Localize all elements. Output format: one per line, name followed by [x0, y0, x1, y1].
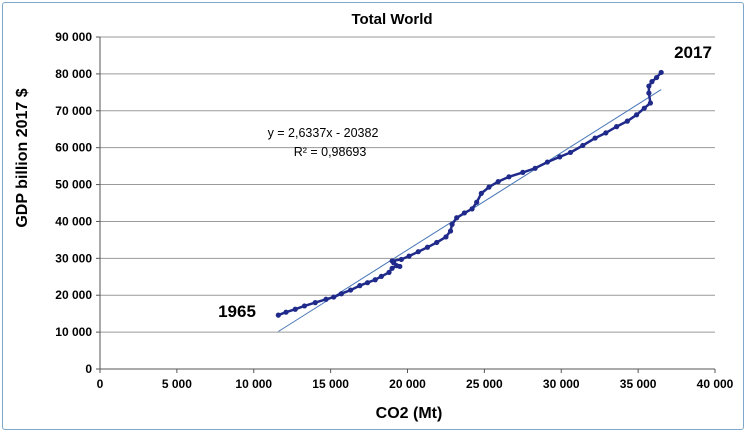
data-point: [389, 258, 395, 264]
chart-title: Total World: [351, 11, 432, 28]
data-point: [646, 90, 652, 96]
y-tick-label: 20 000: [55, 288, 92, 302]
x-axis-label: CO2 (Mt): [376, 405, 443, 422]
data-point: [312, 300, 318, 306]
data-point: [292, 306, 298, 312]
data-point: [580, 142, 586, 149]
data-point: [301, 303, 308, 309]
data-point: [378, 273, 384, 280]
y-tick-label: 10 000: [55, 325, 92, 339]
data-point: [331, 294, 337, 300]
y-tick-label: 40 000: [55, 214, 92, 228]
data-point: [454, 215, 460, 221]
data-point: [357, 283, 363, 289]
x-tick-label: 35 000: [620, 377, 657, 391]
series-line: [277, 71, 663, 317]
x-tick-label: 25 000: [466, 377, 503, 391]
data-point: [647, 100, 654, 106]
y-tick-label: 0: [85, 362, 92, 376]
x-tick-label: 30 000: [543, 377, 580, 391]
data-point: [624, 118, 630, 124]
x-tick-labels: 0 5 000 10 000 15 000 20 000 25 000 30 000 35 0…: [97, 377, 734, 391]
data-point: [372, 277, 378, 283]
data-point: [415, 249, 421, 255]
y-tick-labels: 0 10 000 20 000 30 000 40 000 50 000 60 000 70 …: [55, 30, 92, 376]
y-tick-label: 60 000: [55, 141, 92, 155]
gridlines: [100, 36, 715, 333]
data-point: [461, 210, 467, 216]
axes: [96, 36, 716, 373]
data-point: [486, 184, 492, 190]
data-point: [633, 112, 640, 118]
data-point: [506, 174, 512, 180]
data-point: [443, 234, 449, 240]
x-tick-label: 5 000: [162, 377, 192, 391]
data-point: [469, 206, 475, 212]
data-point: [397, 263, 403, 270]
y-tick-label: 80 000: [55, 67, 92, 81]
data-point: [275, 312, 281, 318]
x-tick-label: 40 000: [697, 377, 734, 391]
data-point: [389, 265, 395, 271]
data-point: [646, 83, 652, 89]
x-tick-label: 10 000: [235, 377, 272, 391]
data-point: [557, 154, 563, 160]
data-point: [544, 159, 551, 165]
data-point: [348, 287, 354, 293]
series-points: [275, 69, 664, 318]
y-tick-label: 50 000: [55, 178, 92, 192]
data-point: [532, 165, 538, 171]
data-point: [592, 135, 598, 141]
data-point: [283, 309, 289, 315]
x-tick-label: 20 000: [389, 377, 426, 391]
end-year-label: 2017: [674, 43, 712, 62]
data-point: [323, 296, 329, 302]
y-axis-label: GDP billion 2017 $: [14, 88, 31, 227]
data-point: [520, 169, 526, 175]
r-squared-label: R² = 0,98693: [294, 145, 367, 159]
y-tick-label: 30 000: [55, 251, 92, 265]
data-point: [603, 130, 609, 136]
x-tick-label: 0: [97, 377, 104, 391]
data-point: [434, 239, 440, 246]
data-point: [424, 244, 431, 250]
y-tick-label: 70 000: [55, 104, 92, 118]
data-point: [567, 149, 574, 156]
data-point: [364, 280, 371, 286]
y-tick-label: 90 000: [55, 30, 92, 44]
data-point: [478, 190, 484, 197]
data-point: [398, 256, 404, 263]
data-point: [653, 74, 660, 81]
data-point: [386, 269, 392, 275]
data-point: [495, 179, 501, 185]
data-point: [641, 105, 647, 111]
data-point: [649, 79, 655, 85]
data-point: [449, 221, 455, 227]
data-point: [614, 124, 620, 130]
data-point: [474, 199, 480, 205]
data-point: [447, 228, 454, 234]
x-tick-label: 15 000: [312, 377, 349, 391]
data-point: [406, 253, 412, 259]
data-point: [338, 291, 344, 297]
data-point: [658, 69, 664, 76]
start-year-label: 1965: [218, 302, 256, 321]
trendline-equation: y = 2,6337x - 20382: [268, 126, 379, 140]
